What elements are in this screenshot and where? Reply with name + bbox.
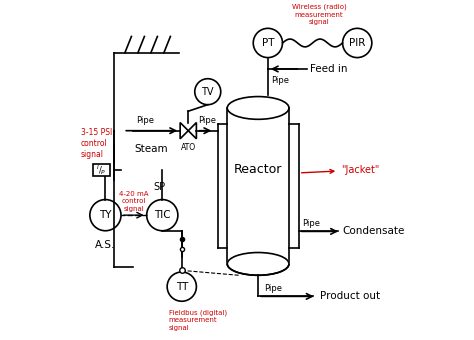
Text: TV: TV bbox=[201, 87, 214, 97]
Text: Pipe: Pipe bbox=[264, 284, 283, 293]
Text: Pipe: Pipe bbox=[271, 76, 289, 85]
Text: Pipe: Pipe bbox=[302, 219, 320, 228]
Text: Reactor: Reactor bbox=[234, 163, 283, 176]
Text: $^{I}/_{P}$: $^{I}/_{P}$ bbox=[96, 163, 107, 176]
Text: A.S.: A.S. bbox=[95, 239, 116, 250]
Text: PIR: PIR bbox=[349, 38, 365, 48]
Text: Condensate: Condensate bbox=[343, 226, 405, 236]
Text: SP: SP bbox=[153, 183, 165, 192]
Text: "Jacket": "Jacket" bbox=[301, 165, 379, 175]
FancyBboxPatch shape bbox=[93, 164, 109, 175]
Text: 3-15 PSI
control
signal: 3-15 PSI control signal bbox=[81, 128, 112, 159]
Text: 4-20 mA
control
signal: 4-20 mA control signal bbox=[119, 191, 148, 212]
Text: Feed in: Feed in bbox=[310, 64, 347, 74]
Text: Product out: Product out bbox=[320, 291, 380, 301]
Text: PT: PT bbox=[262, 38, 274, 48]
Ellipse shape bbox=[227, 253, 289, 275]
Text: Steam: Steam bbox=[135, 144, 168, 154]
Text: Fieldbus (digital)
measurement
signal: Fieldbus (digital) measurement signal bbox=[169, 309, 227, 331]
Text: TIC: TIC bbox=[154, 210, 171, 220]
Text: Pipe: Pipe bbox=[137, 116, 154, 125]
Text: TT: TT bbox=[175, 282, 188, 292]
Text: ATO: ATO bbox=[181, 143, 196, 152]
Text: Pipe: Pipe bbox=[198, 116, 216, 125]
Text: TY: TY bbox=[99, 210, 112, 220]
Text: Wireless (radio)
measurement
signal: Wireless (radio) measurement signal bbox=[292, 4, 346, 25]
